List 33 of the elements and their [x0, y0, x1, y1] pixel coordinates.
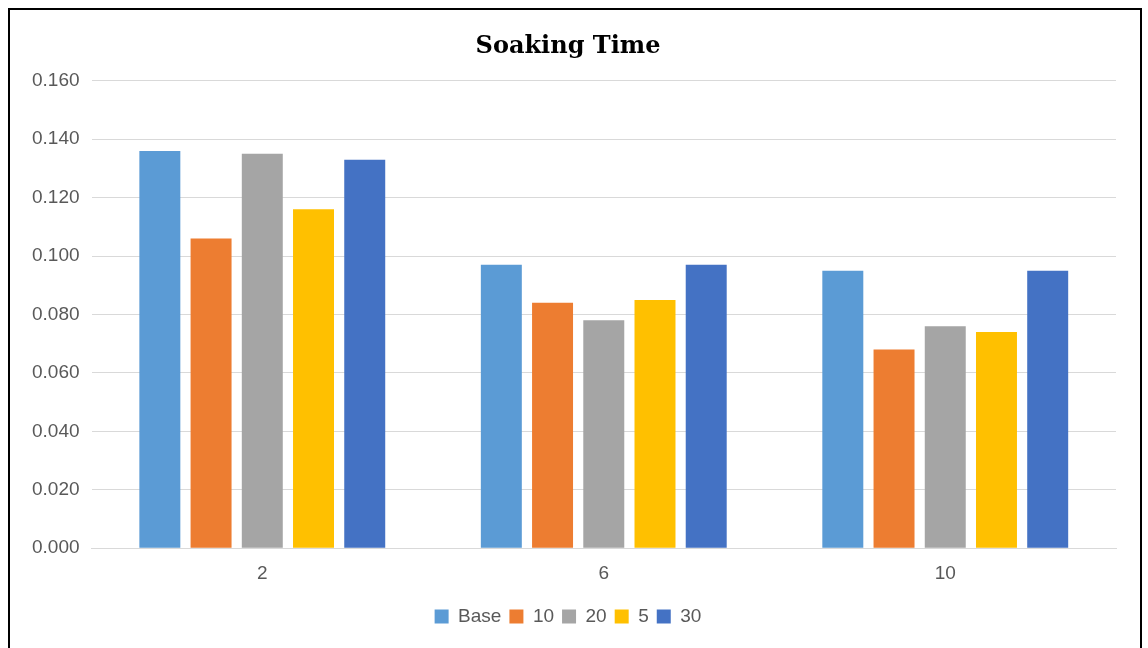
x-tick-label: 6	[598, 561, 610, 583]
legend-label: 20	[585, 604, 607, 626]
bar	[583, 320, 625, 548]
y-tick-label: 0.140	[32, 127, 80, 149]
legend-label: Base	[458, 604, 502, 626]
y-tick-label: 0.160	[32, 69, 80, 91]
y-tick-label: 0.080	[32, 302, 80, 324]
legend-label: 10	[532, 604, 555, 626]
bar	[344, 159, 386, 548]
bar	[532, 302, 574, 548]
legend-label: 30	[680, 604, 702, 626]
bar	[1027, 270, 1069, 548]
bar	[685, 264, 727, 548]
bar	[975, 332, 1017, 548]
y-tick-label: 0.120	[32, 185, 80, 207]
y-tick-label: 0.040	[32, 419, 80, 441]
y-tick-label: 0.000	[32, 536, 80, 558]
chart-title: Soaking Time	[475, 29, 661, 59]
bar	[480, 264, 522, 548]
legend-label: 5	[638, 604, 649, 626]
y-tick-label: 0.100	[32, 244, 80, 266]
y-tick-label: 0.020	[32, 478, 80, 500]
bar	[924, 326, 966, 548]
bar	[293, 209, 334, 548]
bar	[190, 238, 232, 548]
bar	[241, 153, 283, 548]
bar	[634, 299, 676, 548]
bar	[873, 349, 915, 548]
bar	[139, 150, 181, 548]
y-tick-label: 0.060	[32, 361, 80, 383]
x-tick-label: 2	[257, 561, 268, 583]
x-tick-label: 10	[934, 561, 956, 583]
bar	[822, 270, 864, 548]
